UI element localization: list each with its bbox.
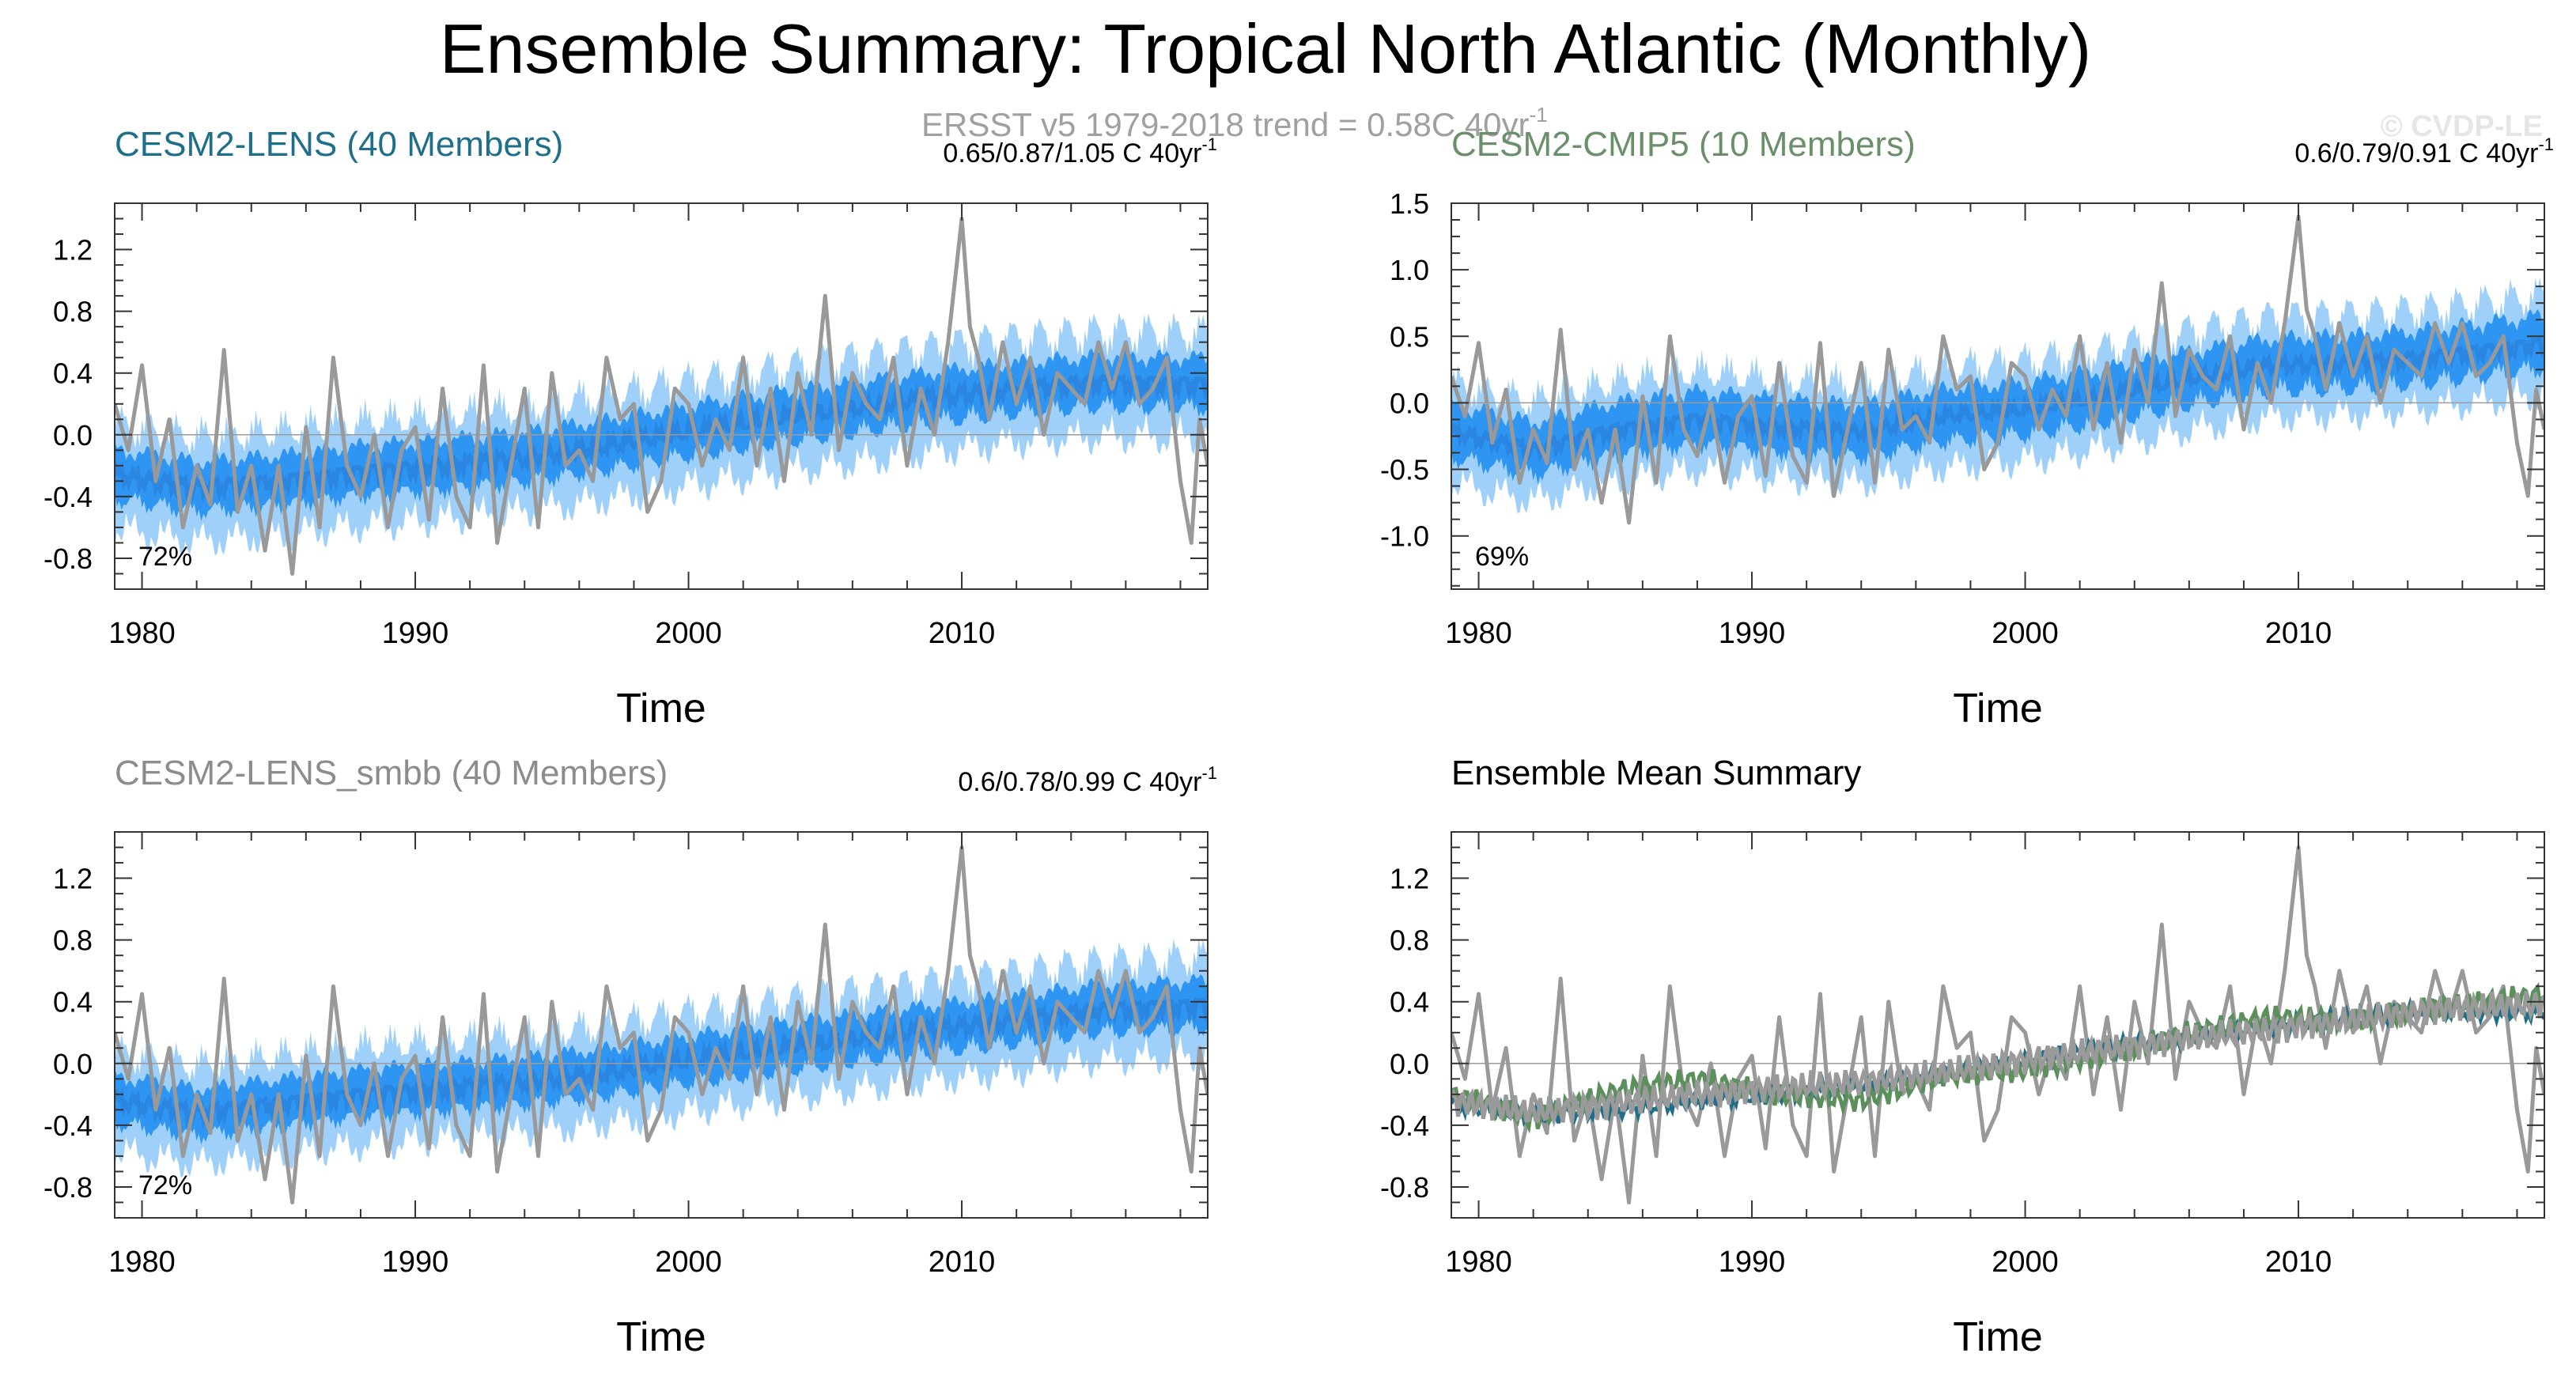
y-tick-label: -0.4 (1380, 1109, 1429, 1142)
y-tick-label: 1.2 (53, 863, 93, 895)
x-axis-label: Time (616, 686, 706, 731)
y-tick-label: 0.8 (1390, 924, 1429, 957)
observations-line (1451, 214, 2544, 525)
plot-frame (114, 831, 1209, 1219)
x-tick-label: 2010 (929, 1246, 996, 1279)
y-tick-label: 0.0 (53, 1048, 93, 1080)
x-axis-label: Time (1953, 686, 2043, 731)
x-axis-label: Time (616, 1314, 706, 1360)
plot-area (1451, 214, 2544, 525)
y-tick-label: 0.0 (1390, 1048, 1429, 1080)
percent-label: 72% (138, 1170, 192, 1200)
y-tick-label: 0.0 (53, 419, 93, 452)
y-tick-label: 0.4 (53, 986, 93, 1019)
panel-cesm2-lens: 1980 1990 2000 2010 -0.8 -0.4 0.0 0.4 0.8 1.2 CESM… (44, 125, 1217, 731)
y-tick-label: 1.2 (53, 234, 93, 267)
panel-cesm2-cmip5: 1980 1990 2000 2010 -1.0 -0.5 0.0 0.5 1.0 1.5 CESM… (1380, 125, 2554, 731)
observations-line (115, 217, 1208, 576)
panel-title: Ensemble Mean Summary (1451, 754, 1861, 792)
series-line-cesm2-lens-smbb (1451, 991, 2544, 1128)
trend-range-sup: -1 (2538, 134, 2554, 154)
plot-frame (114, 202, 1209, 590)
x-tick-label: 2010 (2265, 1246, 2332, 1279)
trend-range-label: 0.6/0.79/0.91 C 40yr-1 (2294, 134, 2554, 168)
x-tick-label: 1990 (1719, 617, 1786, 650)
trend-range-sup: -1 (1201, 134, 1217, 154)
x-tick-label: 1980 (1445, 1246, 1512, 1279)
x-tick-label: 1980 (1445, 617, 1512, 650)
obs-trend-sup: -1 (1530, 103, 1548, 127)
y-tick-label: -0.5 (1380, 454, 1429, 486)
x-tick-label: 1980 (108, 1246, 176, 1279)
trend-range-sup: -1 (1201, 763, 1217, 783)
y-tick-label: 0.4 (1390, 986, 1429, 1019)
x-tick-label: 1990 (382, 617, 449, 650)
x-tick-label: 2010 (929, 617, 996, 650)
copyright-label: © CVDP-LE (2381, 110, 2543, 143)
plot-frame (1451, 831, 2545, 1219)
y-tick-label: 1.2 (1390, 863, 1429, 895)
y-tick-label: -0.8 (44, 542, 93, 575)
figure-title: Ensemble Summary: Tropical North Atlanti… (440, 9, 2091, 88)
trend-range-label: 0.6/0.78/0.99 C 40yr-1 (958, 763, 1217, 797)
y-tick-label: 0.4 (53, 357, 93, 390)
y-tick-label: 0.8 (53, 296, 93, 328)
y-tick-label: 1.5 (1390, 187, 1429, 220)
ensemble-mean-line (115, 372, 1208, 505)
percent-label: 72% (138, 542, 192, 572)
x-tick-label: 1980 (108, 617, 176, 650)
series-line-cesm2-cmip5 (1451, 981, 2544, 1134)
panel-title: CESM2-CMIP5 (10 Members) (1451, 125, 1916, 164)
percent-label: 69% (1475, 542, 1529, 572)
y-tick-label: -0.8 (1380, 1171, 1429, 1204)
ensemble-mean-line (1451, 337, 2544, 463)
ensemble-mean-line (115, 997, 1208, 1129)
x-tick-label: 2010 (2265, 617, 2332, 650)
y-tick-label: -0.8 (44, 1171, 93, 1204)
y-tick-label: 0.5 (1390, 320, 1429, 353)
obs-trend-label: ERSST v5 1979-2018 trend = 0.58C 40yr-1 (921, 103, 1548, 143)
y-tick-label: -0.4 (44, 481, 93, 513)
observations-line (115, 845, 1208, 1204)
x-tick-label: 2000 (655, 617, 722, 650)
trend-range-label: 0.65/0.87/1.05 C 40yr-1 (943, 134, 1217, 168)
x-tick-label: 1990 (1719, 1246, 1786, 1279)
trend-range-text: 0.65/0.87/1.05 C 40yr (943, 138, 1201, 168)
panel-cesm2-lens-smbb: 1980 1990 2000 2010 -0.8 -0.4 0.0 0.4 0.8 1.2 CESM… (44, 754, 1217, 1360)
panel-title: CESM2-LENS (40 Members) (115, 125, 563, 164)
plot-area (115, 845, 1208, 1204)
x-axis-label: Time (1953, 1314, 2043, 1360)
panel-ensemble-mean-summary: 1980 1990 2000 2010 -0.8 -0.4 0.0 0.4 0.8 1.2 Ense… (1380, 754, 2545, 1360)
y-tick-label: -0.4 (44, 1109, 93, 1142)
plot-area (115, 217, 1208, 576)
panel-title: CESM2-LENS_smbb (40 Members) (115, 754, 668, 792)
trend-range-text: 0.6/0.78/0.99 C 40yr (958, 767, 1201, 797)
plot-area (1451, 845, 2544, 1204)
y-tick-label: -1.0 (1380, 520, 1429, 553)
y-tick-label: 0.0 (1390, 387, 1429, 419)
y-tick-label: 1.0 (1390, 254, 1429, 286)
y-tick-label: 0.8 (53, 924, 93, 957)
obs-trend-text: ERSST v5 1979-2018 trend = 0.58C 40yr (921, 106, 1530, 143)
plot-frame (1451, 202, 2545, 590)
x-tick-label: 2000 (1992, 617, 2059, 650)
x-tick-label: 2000 (655, 1246, 722, 1279)
trend-range-text: 0.6/0.79/0.91 C 40yr (2294, 138, 2538, 168)
x-tick-label: 2000 (1992, 1246, 2059, 1279)
x-tick-label: 1990 (382, 1246, 449, 1279)
inner-spread-band (1451, 308, 2544, 485)
